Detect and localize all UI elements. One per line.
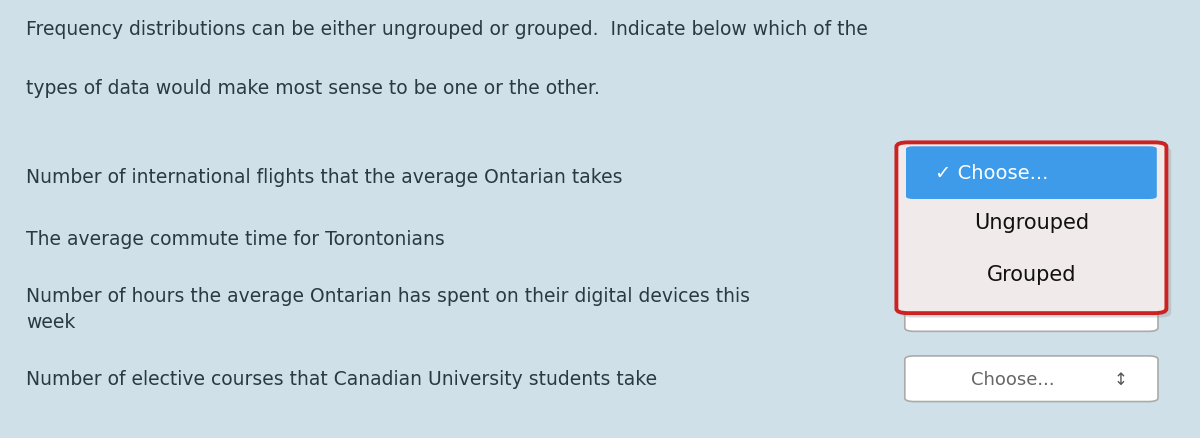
Text: Ungrouped: Ungrouped — [974, 213, 1088, 233]
Text: The average commute time for Torontonians: The average commute time for Torontonian… — [26, 229, 445, 248]
Text: ↕: ↕ — [1114, 370, 1127, 388]
Text: Choose...: Choose... — [971, 370, 1055, 388]
FancyBboxPatch shape — [906, 147, 1157, 200]
Text: ↕: ↕ — [1114, 300, 1127, 318]
Text: Grouped: Grouped — [986, 265, 1076, 284]
Text: Number of hours the average Ontarian has spent on their digital devices this
wee: Number of hours the average Ontarian has… — [26, 286, 750, 332]
FancyBboxPatch shape — [896, 143, 1166, 314]
Text: Frequency distributions can be either ungrouped or grouped.  Indicate below whic: Frequency distributions can be either un… — [26, 20, 869, 39]
Text: ✓ Choose...: ✓ Choose... — [935, 164, 1048, 183]
Text: Number of elective courses that Canadian University students take: Number of elective courses that Canadian… — [26, 369, 658, 389]
Text: Number of international flights that the average Ontarian takes: Number of international flights that the… — [26, 168, 623, 187]
FancyBboxPatch shape — [905, 356, 1158, 402]
FancyBboxPatch shape — [905, 286, 1158, 332]
Text: types of data would make most sense to be one or the other.: types of data would make most sense to b… — [26, 79, 600, 98]
Text: Choose...: Choose... — [971, 300, 1055, 318]
FancyBboxPatch shape — [901, 148, 1171, 318]
